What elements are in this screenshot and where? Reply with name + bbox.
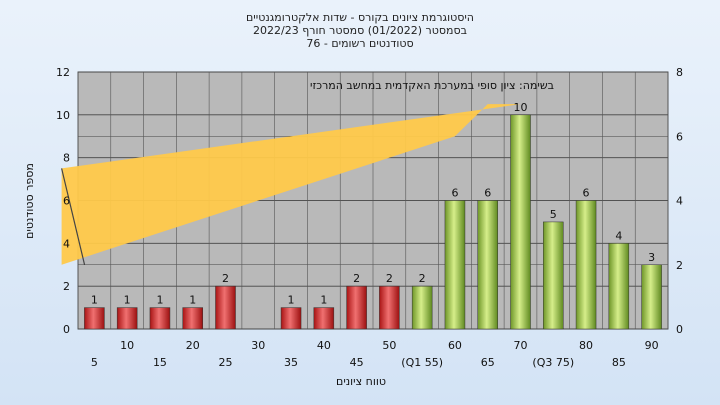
x-tick-label: 35 [284,356,298,369]
data-label-2: 1 [156,294,163,307]
y-tick-label: 4 [63,237,70,250]
x-tick-label: 90 [645,339,659,352]
x-axis: 5 10 15 20 25 30 35 40 45 50 (Q1 55) 60 65 70 (Q3 75) 8… [91,339,659,369]
data-label-1: 1 [124,294,131,307]
y-tick-label: 10 [56,109,70,122]
data-label-11: 6 [451,187,458,200]
data-label-6: 1 [288,294,295,307]
x-tick-label: 80 [579,339,593,352]
x-tick-label: 50 [382,339,396,352]
data-label-15: 6 [583,187,590,200]
data-label-16: 4 [615,229,622,242]
x-tick-label: 25 [219,356,233,369]
x-axis-label: טווח ציונים [336,375,386,388]
chart-title-block: היסטוגרמת ציונים בקורס - שדות אלקטרומגנט… [246,11,474,50]
x-tick-label: 70 [514,339,528,352]
x-tick-label: 30 [251,339,265,352]
y-tick-label: 2 [63,280,70,293]
data-label-14: 5 [550,208,557,221]
y2-tick-label: 4 [676,195,683,208]
y-tick-label: 0 [63,323,70,336]
x-tick-label: (Q3 75) [532,356,574,369]
x-tick-label: (Q1 55) [401,356,443,369]
bar-3 [182,307,203,330]
data-label-12: 6 [484,187,491,200]
x-tick-label: 20 [186,339,200,352]
bar-15 [575,200,597,330]
bar-17 [641,264,662,330]
y-tick-label: 12 [56,66,70,79]
x-tick-label: 85 [612,356,626,369]
chart-annotation: בשימה: ציון סופי במערכת האקדמית במחשב המ… [310,79,554,92]
bar-12 [477,200,498,330]
area-outline [61,168,86,265]
area-series [61,104,521,329]
bar-8 [346,285,367,330]
y-axis-label: מספר סטודנטים [23,163,36,239]
bar-2 [149,307,171,330]
x-tick-label: 65 [481,356,495,369]
data-label-8: 2 [353,272,360,285]
secondary-y-axis: 0 2 4 6 8 [676,66,683,336]
bar-13 [510,114,531,330]
bar-0 [84,307,105,330]
data-label-9: 2 [386,272,393,285]
chart-title-line-2: בסמסטר (01/2022) סמסטר חורף 2022/23 [253,24,467,37]
x-tick-label: 10 [120,339,134,352]
y2-tick-label: 8 [676,66,683,79]
chart-title-line-1: היסטוגרמת ציונים בקורס - שדות אלקטרומגנט… [246,11,474,24]
bar-11 [444,200,466,330]
bar-4 [215,285,236,330]
bar-14 [543,221,564,330]
x-tick-label: 40 [317,339,331,352]
bar-series [84,114,662,330]
data-label-3: 1 [189,294,196,307]
x-tick-label: 45 [350,356,364,369]
data-label-17: 3 [648,251,655,264]
chart-title-line-3: סטודנטים רשומים - 76 [306,37,413,50]
x-tick-label: 5 [91,356,98,369]
data-label-4: 2 [222,272,229,285]
data-labels: 1 1 1 1 2 1 1 2 2 2 6 6 10 5 6 4 3 [91,101,655,307]
data-label-10: 2 [419,272,426,285]
y-tick-label: 6 [63,195,70,208]
bar-9 [379,285,400,330]
y-axis: 0 2 4 6 8 10 12 [56,66,70,336]
bar-16 [608,243,630,330]
data-label-7: 1 [320,294,327,307]
y2-tick-label: 0 [676,323,683,336]
bar-10 [411,285,433,330]
area-fill [61,104,521,329]
y-tick-label: 8 [63,152,70,165]
bar-1 [116,307,138,330]
data-label-13: 10 [514,101,528,114]
bar-7 [313,307,335,330]
x-tick-label: 15 [153,356,167,369]
y2-tick-label: 6 [676,130,683,143]
data-label-0: 1 [91,294,98,307]
x-tick-label: 60 [448,339,462,352]
bar-6 [280,307,302,330]
y2-tick-label: 2 [676,259,683,272]
